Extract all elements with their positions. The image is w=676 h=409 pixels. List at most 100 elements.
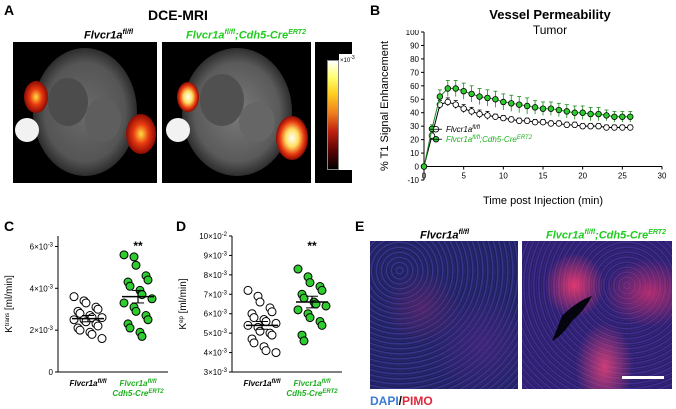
data-point [299, 293, 309, 303]
reference-phantom [15, 118, 39, 142]
data-point [571, 109, 578, 116]
mri-image-ko [162, 42, 311, 183]
data-point [539, 118, 547, 126]
data-point [317, 285, 327, 295]
y-tick-label: 0 [415, 163, 420, 172]
reference-phantom [166, 118, 190, 142]
significance-marker: ** [307, 239, 317, 253]
panel-label-e: E [355, 218, 365, 234]
y-tick-label: 4×10-3 [30, 284, 54, 293]
mri-ko-svg [166, 48, 308, 176]
data-point [143, 275, 153, 285]
data-point [611, 113, 618, 120]
data-point [531, 104, 539, 111]
data-point [531, 118, 539, 126]
y-tick-label: -10 [407, 176, 419, 185]
data-point [293, 305, 303, 315]
tumor-right [276, 116, 308, 160]
data-point [468, 108, 475, 115]
y-tick-label: 6×10-3 [30, 242, 54, 251]
data-point [587, 110, 594, 118]
data-point [627, 124, 634, 131]
stain-dapi: DAPI [370, 394, 399, 408]
data-point [571, 121, 578, 129]
data-point [293, 264, 303, 274]
data-point [587, 122, 594, 130]
data-point [523, 102, 531, 110]
data-point [131, 260, 141, 270]
y-tick-label: 30 [410, 122, 419, 131]
category-label: Flvcr1afl/fl [69, 379, 106, 388]
x-tick-label: 0 [422, 172, 427, 181]
panel-label-c: C [4, 218, 15, 234]
data-point [515, 117, 523, 124]
y-tick-label: 100 [406, 30, 420, 37]
y-axis-label: Kep [ml/min] [178, 278, 189, 329]
data-point [468, 90, 475, 98]
y-tick-label: 4×10-3 [204, 349, 228, 358]
y-tick-label: 8×10-3 [204, 271, 228, 280]
data-point [619, 113, 626, 120]
data-point [93, 321, 103, 331]
kep-chart: 3×10-3 4×10-3 5×10-3 6×10-3 7×10-3 8×10-3 9×10… [178, 232, 342, 398]
data-point [305, 313, 315, 323]
data-point [317, 320, 327, 330]
category-label: Flvcr1afl/fl [119, 379, 156, 388]
tumor-right [126, 114, 156, 154]
data-point [460, 105, 467, 112]
y-tick-label: 9×10-3 [204, 251, 228, 260]
data-point [460, 88, 467, 95]
x-tick-label: 5 [461, 172, 466, 181]
x-axis-label: Time post Injection (min) [483, 195, 603, 207]
data-point [97, 313, 107, 323]
mri-image-control [13, 42, 157, 183]
data-point [555, 120, 563, 127]
y-tick-label: 7×10-3 [204, 290, 228, 299]
data-point [249, 338, 259, 348]
y-tick-label: 10×10-2 [199, 232, 227, 241]
data-point [627, 113, 634, 120]
y-tick-label: 20 [410, 136, 419, 145]
y-tick-label: 40 [410, 109, 419, 118]
data-point [555, 106, 563, 114]
data-point [69, 292, 79, 302]
data-point [125, 281, 135, 291]
y-tick-label: 10 [410, 149, 419, 158]
y-axis-label: Ktrans [ml/min] [4, 275, 15, 333]
category-label: Cdh5-CreERT2 [286, 389, 338, 398]
data-point [595, 110, 602, 118]
data-point [508, 116, 515, 123]
data-point [476, 93, 483, 100]
data-point [81, 298, 91, 308]
y-tick-label: 50 [410, 95, 419, 104]
ktrans-chart: 0 2×10-3 4×10-3 6×10-3 Ktrans [ml/min] Flvcr1… [4, 236, 168, 398]
legend-label: Flvcr1afl/fl;Cdh5-CreERT2 [446, 135, 533, 144]
data-point [311, 299, 321, 309]
data-point [539, 105, 547, 112]
legend-label: Flvcr1afl/fl [446, 125, 481, 134]
data-point [131, 306, 141, 316]
y-axis-label: % T1 Signal Enhancement [379, 41, 391, 171]
panel-a-left-caption: Flvcr1afl/fl [84, 29, 134, 42]
tumor-left [177, 82, 199, 112]
data-point [119, 250, 129, 260]
panel-e-right-caption: Flvcr1afl/fl;Cdh5-CreERT2 [546, 229, 666, 242]
y-tick-label: 6×10-3 [204, 310, 228, 319]
x-tick-label: 20 [578, 172, 587, 181]
y-tick-label: 5×10-3 [204, 329, 228, 338]
data-point [299, 336, 309, 346]
stain-legend: DAPI/PIMO [370, 394, 433, 408]
data-point [611, 124, 618, 131]
panel-a-right-caption: Flvcr1afl/fl;Cdh5-CreERT2 [186, 29, 306, 42]
data-point [492, 96, 499, 103]
data-point [125, 323, 135, 333]
data-point [267, 330, 277, 340]
data-point [492, 113, 499, 120]
data-point [97, 334, 107, 344]
x-tick-label: 25 [618, 172, 627, 181]
significance-marker: ** [133, 239, 143, 253]
x-tick-label: 15 [539, 172, 548, 181]
data-point [271, 348, 281, 358]
data-point [452, 85, 459, 92]
